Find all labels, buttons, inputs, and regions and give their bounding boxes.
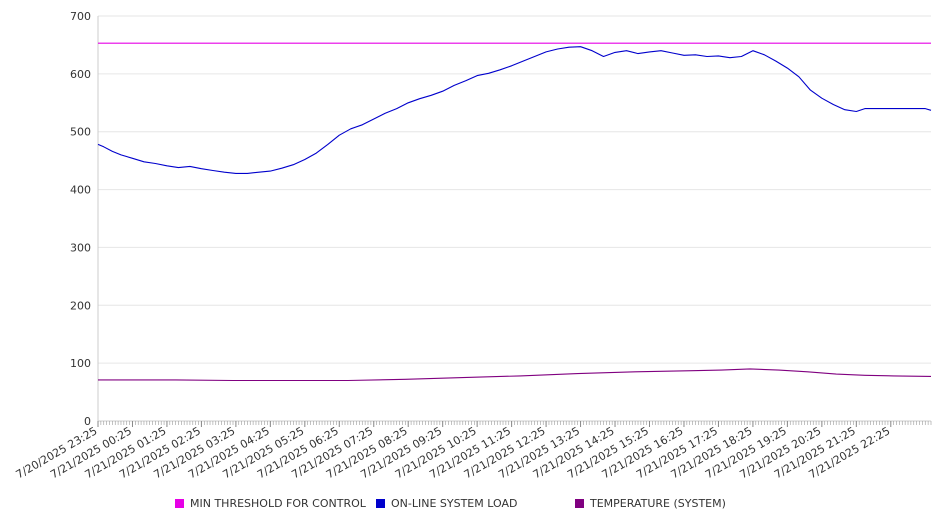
- series-line-temperature: [98, 368, 932, 382]
- legend-swatch-temperature: [575, 499, 584, 508]
- y-tick-label: 400: [70, 184, 91, 197]
- y-tick-label: 0: [84, 415, 91, 428]
- y-tick-label: 500: [70, 126, 91, 139]
- y-tick-label: 700: [70, 10, 91, 23]
- legend-item-temperature[interactable]: TEMPERATURE (SYSTEM): [575, 497, 726, 510]
- legend-label-min-threshold: MIN THRESHOLD FOR CONTROL: [190, 497, 366, 510]
- series-layer: [97, 42, 932, 382]
- legend-swatch-system-load: [376, 499, 385, 508]
- series-line-system-load: [97, 46, 932, 174]
- chart-legend: MIN THRESHOLD FOR CONTROL ON-LINE SYSTEM…: [0, 497, 946, 515]
- y-tick-label: 300: [70, 241, 91, 254]
- y-tick-label: 100: [70, 357, 91, 370]
- legend-label-system-load: ON-LINE SYSTEM LOAD: [391, 497, 518, 510]
- grid-layer: [98, 15, 931, 364]
- legend-item-min-threshold[interactable]: MIN THRESHOLD FOR CONTROL: [175, 497, 366, 510]
- y-tick-label: 200: [70, 299, 91, 312]
- legend-swatch-min-threshold: [175, 499, 184, 508]
- legend-item-system-load[interactable]: ON-LINE SYSTEM LOAD: [376, 497, 517, 510]
- y-tick-label: 600: [70, 68, 91, 81]
- legend-label-temperature: TEMPERATURE (SYSTEM): [590, 497, 726, 510]
